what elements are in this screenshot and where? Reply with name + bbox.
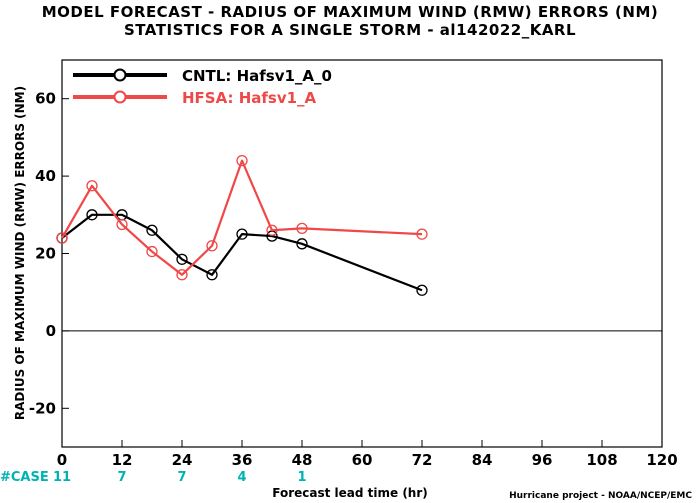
data-point: [86, 209, 98, 221]
x-tick-label: 96: [532, 451, 553, 469]
y-tick-label: 0: [46, 322, 56, 340]
data-point: [86, 180, 98, 192]
series-line: [61, 213, 423, 292]
data-point: [236, 228, 248, 240]
x-tick-label: 120: [646, 451, 677, 469]
x-tick-label: 0: [57, 451, 67, 469]
x-tick-label: 36: [232, 451, 253, 469]
y-axis-ticks: -20 0 20 40 60: [29, 90, 69, 417]
data-point: [176, 253, 188, 265]
chart-title: MODEL FORECAST - RADIUS OF MAXIMUM WIND …: [42, 3, 659, 21]
x-tick-label: 72: [412, 451, 433, 469]
case-count: 7: [117, 470, 126, 485]
chart-subtitle: STATISTICS FOR A SINGLE STORM - al142022…: [124, 21, 576, 39]
data-point: [146, 245, 158, 258]
data-point: [116, 218, 128, 231]
data-point: [296, 222, 308, 234]
case-count: 1: [297, 470, 306, 485]
case-count: 11: [53, 470, 71, 485]
series-2: [56, 154, 428, 281]
x-tick-label: 12: [112, 451, 133, 469]
case-count-label: #CASE: [0, 470, 49, 485]
y-tick-label: 20: [35, 245, 56, 263]
x-axis-ticks: 0 12 24 36 48 60 72 84 96 108 120: [57, 440, 678, 469]
plot-frame: [61, 59, 663, 448]
data-point: [416, 284, 428, 296]
legend-label: CNTL: Hafsv1_A_0: [182, 67, 332, 85]
y-tick-label: -20: [29, 399, 56, 417]
y-tick-label: 60: [35, 90, 56, 108]
data-point: [206, 269, 218, 281]
data-point: [146, 224, 158, 236]
x-axis-label: Forecast lead time (hr): [272, 486, 428, 500]
data-point: [266, 224, 278, 236]
series-1: [56, 209, 428, 296]
x-tick-label: 108: [586, 451, 617, 469]
x-tick-label: 48: [292, 451, 313, 469]
legend-marker: [113, 90, 127, 104]
data-point: [416, 228, 428, 240]
data-point: [176, 269, 188, 281]
case-counts: 11 7 7 4 1: [53, 470, 307, 485]
legend-marker: [113, 68, 127, 82]
x-tick-label: 84: [472, 451, 493, 469]
legend-label: HFSA: Hafsv1_A: [182, 89, 317, 107]
case-count: 4: [237, 470, 246, 485]
x-tick-label: 60: [352, 451, 373, 469]
series-line: [61, 159, 423, 276]
credit-text: Hurricane project - NOAA/NCEP/EMC: [509, 491, 692, 501]
x-tick-label: 24: [172, 451, 193, 469]
series-layer: [56, 154, 428, 296]
y-tick-label: 40: [35, 167, 56, 185]
legend: CNTL: Hafsv1_A_0 HFSA: Hafsv1_A: [73, 67, 332, 107]
data-point: [296, 238, 308, 250]
data-point: [206, 240, 218, 252]
data-point: [236, 154, 248, 167]
data-point: [56, 232, 68, 244]
y-axis-label: RADIUS OF MAXIMUM WIND (RMW) ERRORS (NM): [13, 86, 27, 420]
case-count: 7: [177, 470, 186, 485]
